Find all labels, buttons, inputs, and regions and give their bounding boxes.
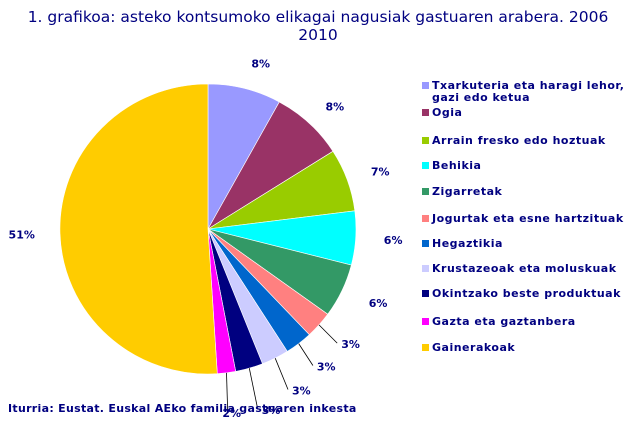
chart-title: 1. grafikoa: asteko kontsumoko elikagai … xyxy=(0,8,636,44)
legend-label: Krustazeoak eta moluskuak xyxy=(432,262,617,275)
leader-line xyxy=(248,368,259,410)
legend-swatch xyxy=(422,109,429,116)
pie-value-label: 6% xyxy=(384,234,403,247)
legend-label: Okintzako beste produktuak xyxy=(432,287,621,300)
legend-swatch xyxy=(422,215,429,222)
legend-label: Ogia xyxy=(432,106,463,119)
legend-label: Jogurtak eta esne hartzituak xyxy=(432,212,624,225)
legend-label: Gainerakoak xyxy=(432,341,516,354)
legend-swatch xyxy=(422,290,429,297)
leader-line xyxy=(298,343,314,366)
legend-swatch xyxy=(422,162,429,169)
legend-swatch xyxy=(422,188,429,195)
pie-value-label: 3% xyxy=(292,385,311,398)
legend-label: Zigarretak xyxy=(432,185,503,198)
leader-line xyxy=(226,372,229,413)
pie-value-label: 3% xyxy=(317,361,336,374)
legend-swatch xyxy=(422,240,429,247)
legend-label: Gazta eta gaztanbera xyxy=(432,315,576,328)
pie-value-label: 51% xyxy=(9,228,35,241)
legend-swatch xyxy=(422,265,429,272)
legend-label: Behikia xyxy=(432,159,482,172)
legend-swatch xyxy=(422,318,429,325)
pie-value-label: 6% xyxy=(369,297,388,310)
leader-line xyxy=(274,358,289,390)
pie-value-label: 7% xyxy=(371,166,390,179)
pie-value-label: 3% xyxy=(341,338,360,351)
pie-value-label: 8% xyxy=(326,100,345,113)
chart-title-line-2: 2010 xyxy=(298,26,338,44)
legend-label: Arrain fresko edo hoztuak xyxy=(432,134,606,147)
legend-swatch xyxy=(422,82,429,89)
legend-label: Hegaztikia xyxy=(432,237,503,250)
chart-title-line-1: 1. grafikoa: asteko kontsumoko elikagai … xyxy=(27,8,609,26)
legend-swatch xyxy=(422,344,429,351)
legend-label: Txarkuteria eta haragi lehor, gazi edo k… xyxy=(432,79,625,104)
pie-value-label: 8% xyxy=(251,57,270,70)
leader-line xyxy=(318,324,338,344)
source-note: Iturria: Eustat. Euskal AEko familia gas… xyxy=(8,402,357,415)
pie-value-label: 3% xyxy=(262,404,281,417)
legend-swatch xyxy=(422,137,429,144)
pie-slice xyxy=(59,83,218,375)
pie-value-label: 2% xyxy=(222,407,241,420)
